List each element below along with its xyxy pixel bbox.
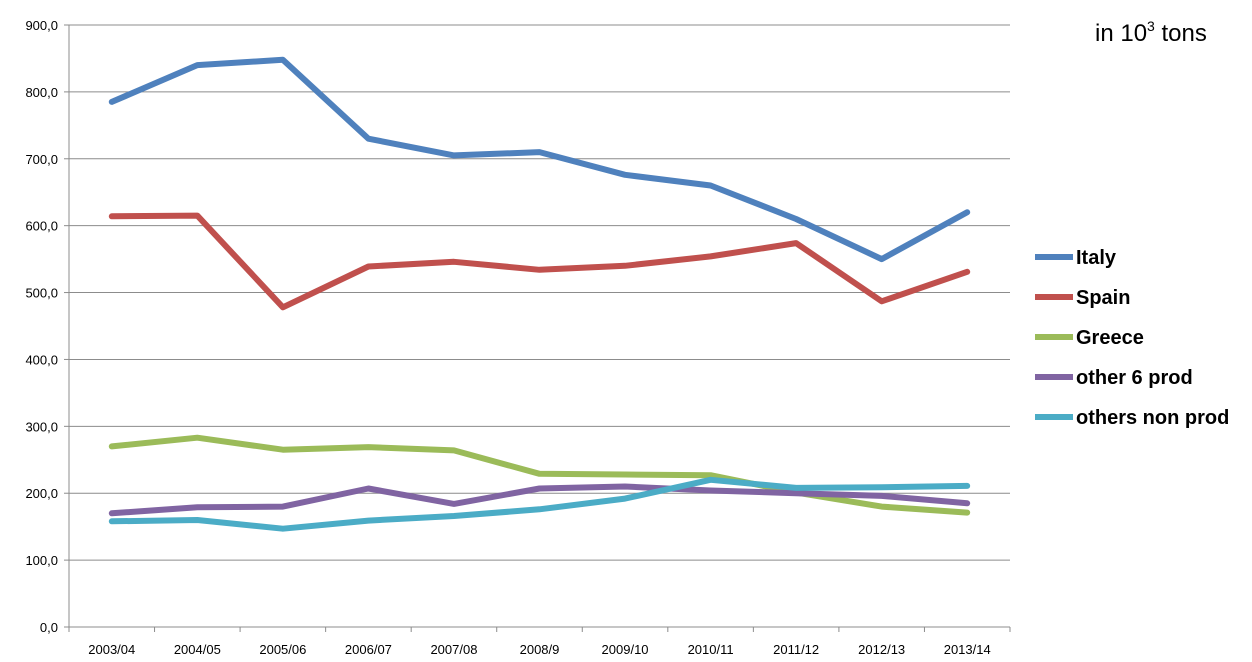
y-axis-tick-labels: 0,0 100,0 200,0 300,0 400,0 500,0 600,0 700,0 80… (25, 18, 58, 635)
units-annotation: in 103 tons (1095, 18, 1207, 47)
x-tick-label: 2004/05 (174, 642, 221, 657)
legend-label-other-6-prod: other 6 prod (1076, 367, 1193, 389)
x-tick-label: 2008/9 (520, 642, 560, 657)
series-line-greece (108, 434, 971, 516)
y-tick-label: 100,0 (25, 553, 58, 568)
units-prefix: in 10 (1095, 20, 1147, 47)
x-tick-label: 2003/04 (88, 642, 135, 657)
units-superscript: 3 (1147, 18, 1155, 34)
series-line-spain (108, 212, 971, 311)
y-tick-label: 500,0 (25, 286, 58, 301)
legend-label-spain: Spain (1076, 287, 1130, 309)
units-suffix: tons (1155, 20, 1207, 47)
x-tick-label: 2011/12 (773, 642, 819, 657)
y-tick-label: 700,0 (25, 152, 58, 167)
axes (64, 24, 1011, 632)
y-tick-label: 200,0 (25, 486, 58, 501)
x-tick-label: 2007/08 (430, 642, 477, 657)
series-line-other-6-prod (108, 483, 971, 517)
legend-label-italy: Italy (1076, 247, 1117, 269)
x-axis-tick-labels: 2003/04 2004/05 2005/06 2006/07 2007/08 2008/… (88, 642, 990, 657)
legend-label-greece: Greece (1076, 327, 1144, 349)
x-tick-label: 2010/11 (688, 642, 734, 657)
y-tick-label: 300,0 (25, 419, 58, 434)
y-tick-label: 900,0 (25, 18, 58, 33)
legend: Italy Spain Greece other 6 prod others non p… (1035, 247, 1229, 429)
y-tick-label: 600,0 (25, 219, 58, 234)
series-line-italy (108, 56, 971, 263)
x-tick-label: 2006/07 (345, 642, 392, 657)
y-tick-label: 0,0 (40, 620, 58, 635)
x-tick-label: 2009/10 (602, 642, 649, 657)
series-line-others-non-prod (108, 476, 971, 532)
y-tick-label: 400,0 (25, 352, 58, 367)
x-tick-label: 2012/13 (858, 642, 905, 657)
x-tick-label: 2005/06 (259, 642, 306, 657)
gridlines (69, 24, 1010, 561)
legend-label-others-non-prod: others non prod (1076, 407, 1229, 429)
y-tick-label: 800,0 (25, 85, 58, 100)
x-tick-label: 2013/14 (944, 642, 991, 657)
series-lines (108, 56, 971, 532)
